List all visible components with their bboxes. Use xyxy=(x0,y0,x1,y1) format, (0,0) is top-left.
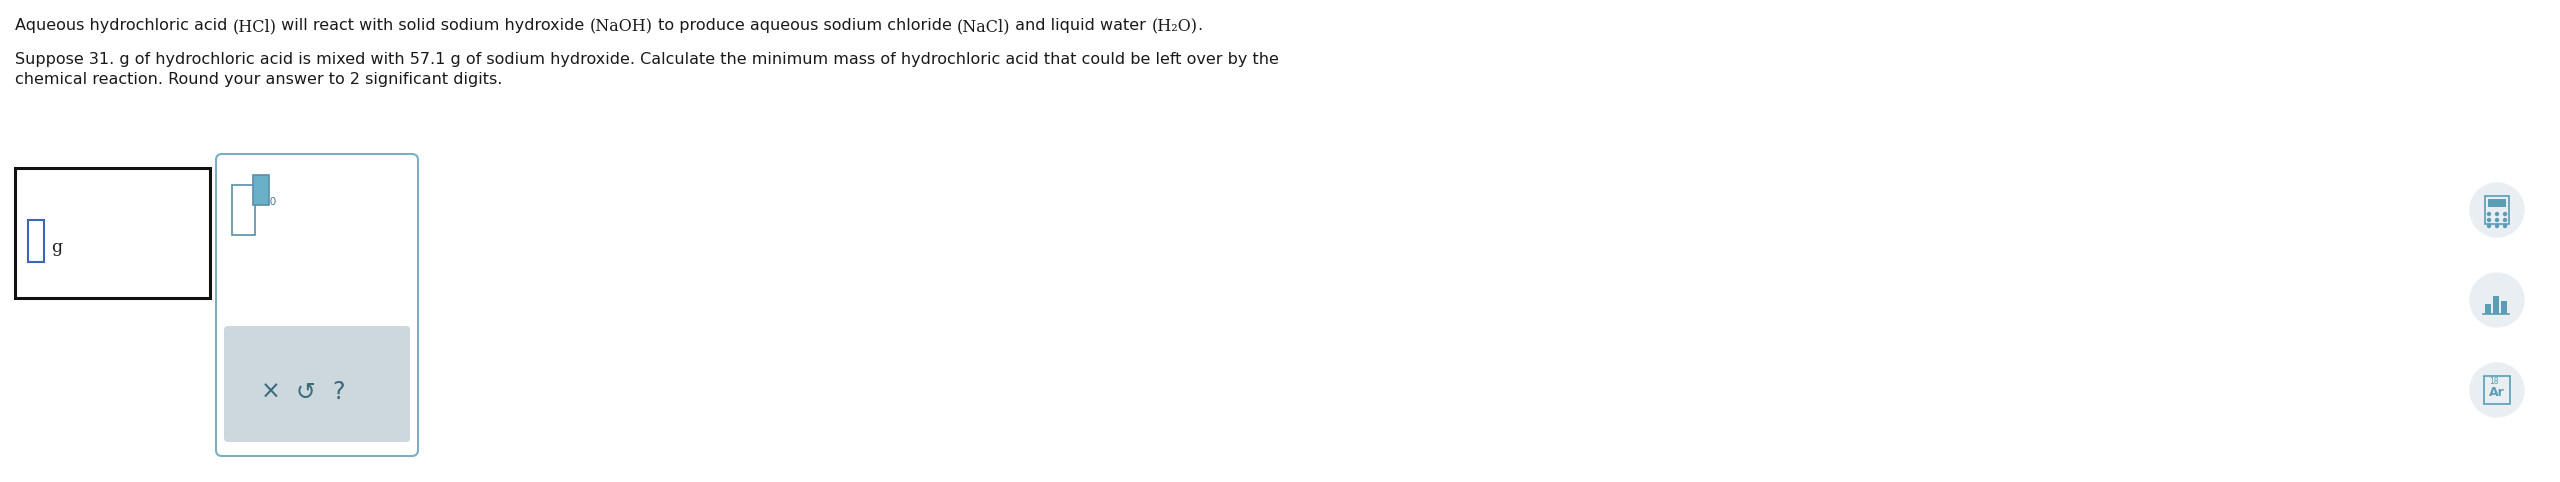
Bar xyxy=(2486,304,2491,314)
FancyBboxPatch shape xyxy=(215,154,417,456)
Circle shape xyxy=(2504,213,2506,215)
FancyBboxPatch shape xyxy=(225,326,410,442)
Bar xyxy=(233,185,256,235)
Circle shape xyxy=(2470,183,2524,237)
Text: will react with solid sodium hydroxide: will react with solid sodium hydroxide xyxy=(276,18,589,33)
Text: ↺: ↺ xyxy=(294,380,315,404)
Text: .: . xyxy=(1198,18,1203,33)
Text: Ar: Ar xyxy=(2488,386,2504,399)
Text: ×: × xyxy=(261,380,282,404)
Circle shape xyxy=(2470,273,2524,327)
Text: and liquid water: and liquid water xyxy=(1011,18,1152,33)
Bar xyxy=(2488,199,2506,207)
Text: (NaOH): (NaOH) xyxy=(589,18,653,35)
Circle shape xyxy=(2488,225,2491,228)
Bar xyxy=(2501,301,2506,314)
Text: (H₂O): (H₂O) xyxy=(1152,18,1198,35)
Text: to produce aqueous sodium chloride: to produce aqueous sodium chloride xyxy=(653,18,957,33)
Circle shape xyxy=(2488,213,2491,215)
Text: Aqueous hydrochloric acid: Aqueous hydrochloric acid xyxy=(15,18,233,33)
Text: Suppose 31. g of hydrochloric acid is mixed with 57.1 g of sodium hydroxide. Cal: Suppose 31. g of hydrochloric acid is mi… xyxy=(15,52,1280,67)
Text: chemical reaction. Round your answer to 2 significant digits.: chemical reaction. Round your answer to … xyxy=(15,72,502,87)
Text: x10: x10 xyxy=(259,197,276,207)
Text: (NaCl): (NaCl) xyxy=(957,18,1011,35)
Bar xyxy=(2486,196,2509,224)
Text: ?: ? xyxy=(333,380,346,404)
Text: (HCl): (HCl) xyxy=(233,18,276,35)
Circle shape xyxy=(2470,363,2524,417)
Bar xyxy=(253,175,269,205)
Bar xyxy=(2493,296,2499,314)
Bar xyxy=(28,220,44,262)
Circle shape xyxy=(2496,225,2499,228)
Circle shape xyxy=(2504,225,2506,228)
Text: 18: 18 xyxy=(2488,376,2499,386)
Text: g: g xyxy=(51,240,61,256)
Circle shape xyxy=(2496,213,2499,215)
Circle shape xyxy=(2496,218,2499,222)
Bar xyxy=(15,168,210,298)
Circle shape xyxy=(2504,218,2506,222)
Circle shape xyxy=(2488,218,2491,222)
Bar xyxy=(2483,376,2509,404)
